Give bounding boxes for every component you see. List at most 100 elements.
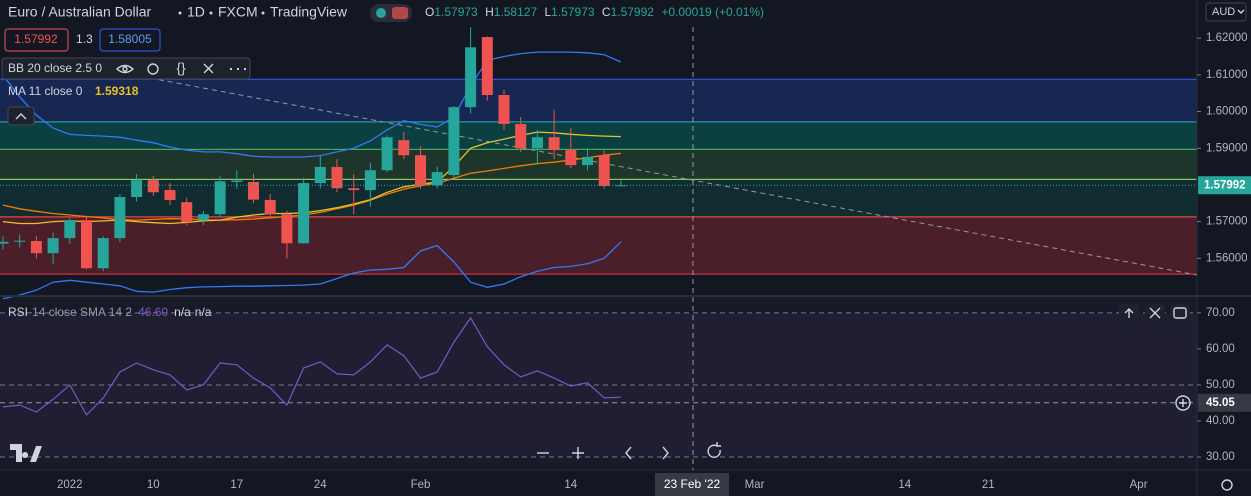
eye-icon[interactable] <box>115 64 135 74</box>
plot <box>0 27 1197 416</box>
close-icon <box>1149 307 1161 319</box>
scroll-right[interactable] <box>662 446 669 460</box>
x-tick-label: 14 <box>898 479 911 491</box>
maximize-icon <box>1173 307 1187 319</box>
rsi-params: 14 close SMA 14 2 <box>32 305 132 319</box>
rsi-extra: n/a <box>195 305 212 319</box>
overlay: 1.57992 1.56000 1.57000 1.59000 1.60000 1.610… <box>57 32 1251 496</box>
rsi-line <box>2 316 621 416</box>
ohlc-label: H <box>485 5 494 19</box>
last-price-box <box>1198 176 1251 195</box>
bb-legend-box[interactable] <box>1 57 251 80</box>
candle-body <box>64 220 76 239</box>
rsi-extra: n/a <box>174 305 191 319</box>
close-value: 1.57992 <box>611 5 655 19</box>
candle-body <box>531 137 543 149</box>
ma-value: 1.59318 <box>95 84 139 98</box>
bb-upper <box>2 51 622 158</box>
candle-body <box>615 185 627 187</box>
candle-body <box>565 150 577 166</box>
status-dot <box>376 8 386 18</box>
axis-settings[interactable] <box>1221 479 1233 491</box>
high-value: 1.58127 <box>494 5 538 19</box>
candle-body <box>147 180 159 193</box>
candle-body <box>0 241 9 244</box>
candle-body <box>214 181 226 215</box>
ohlc-readout: O1.57973 H1.58127 L1.57973 C1.57992 +0.0… <box>425 5 764 19</box>
crosshair-date: 23 Feb '22 <box>664 477 721 491</box>
ohlc-label: L <box>544 5 551 19</box>
candle-body <box>465 47 477 108</box>
candle-body <box>281 214 293 244</box>
x-tick-label: 10 <box>147 479 160 491</box>
candle-body <box>231 180 243 182</box>
buy-button[interactable] <box>99 28 161 52</box>
pane-maximize-button[interactable] <box>1170 304 1190 322</box>
x-tick-label: 21 <box>982 479 995 491</box>
collapse-button[interactable] <box>7 106 35 126</box>
settings-icon[interactable] <box>147 63 159 75</box>
candle-body <box>97 238 109 269</box>
candle-body <box>381 137 393 171</box>
crosshair-value-box <box>1198 393 1251 412</box>
add-alert-icon <box>1179 399 1187 407</box>
candle-body <box>14 240 26 242</box>
rsi-legend: RSI 14 close SMA 14 2 46.60 n/a n/a <box>8 305 212 319</box>
candle-body <box>481 37 493 96</box>
tv-logo[interactable] <box>10 444 42 462</box>
reset-view[interactable] <box>707 442 721 458</box>
zoom-in[interactable] <box>572 447 584 459</box>
candle-body <box>331 166 343 189</box>
sell-button[interactable] <box>4 28 69 52</box>
source-icon[interactable]: {} <box>176 60 186 76</box>
symbol-title: Euro / Australian Dollar <box>8 4 152 20</box>
ohlc-label: C <box>602 5 611 19</box>
candle-body <box>248 181 259 200</box>
candle-body <box>364 170 376 191</box>
zone <box>0 179 1197 217</box>
remove-icon[interactable] <box>203 63 214 74</box>
y2-tick-label: 30.00 <box>1206 451 1235 463</box>
exchange: FXCM <box>218 4 258 20</box>
y-tick-label: 1.61000 <box>1206 69 1248 81</box>
candle-body <box>314 166 326 184</box>
scroll-left[interactable] <box>625 446 632 460</box>
candle-body <box>164 190 176 200</box>
candle-body <box>298 183 310 244</box>
candle-body <box>498 95 510 125</box>
candle-body <box>131 180 143 198</box>
candle-body <box>515 124 527 149</box>
dropdown-icon <box>1237 9 1245 14</box>
candle-body <box>582 157 593 166</box>
x-tick-label: 24 <box>314 479 327 491</box>
collapse-icon <box>15 113 27 120</box>
candle-body <box>264 199 276 215</box>
add-alert[interactable] <box>1175 395 1191 411</box>
crosshair-date-box <box>655 473 729 496</box>
candle-body <box>81 220 92 269</box>
rsi-value: 46.60 <box>138 305 168 319</box>
currency: AUD <box>1212 6 1235 18</box>
bb-lower <box>2 241 622 300</box>
candle-body <box>348 188 360 191</box>
bb-legend: BB 20 close 2.5 0 <box>8 61 102 75</box>
crosshair-value: 45.05 <box>1206 397 1235 409</box>
last-price-label: 1.57992 <box>1204 179 1246 191</box>
y-tick-label: 1.57000 <box>1206 216 1248 228</box>
buy-price: 1.58005 <box>108 32 152 46</box>
separator <box>178 11 182 15</box>
y-tick-label: 1.59000 <box>1206 142 1248 154</box>
candle-body <box>181 202 193 222</box>
y-tick-label: 1.62000 <box>1206 32 1248 44</box>
zone <box>0 79 1197 122</box>
separator <box>261 11 265 15</box>
candle-body <box>47 238 59 254</box>
x-tick-label: 14 <box>564 479 577 491</box>
x-tick-label: Feb <box>411 479 431 491</box>
ohlc-label: O <box>425 5 434 19</box>
currency-select[interactable] <box>1205 2 1247 22</box>
status-dot <box>392 7 408 19</box>
y2-tick-label: 60.00 <box>1206 343 1235 355</box>
